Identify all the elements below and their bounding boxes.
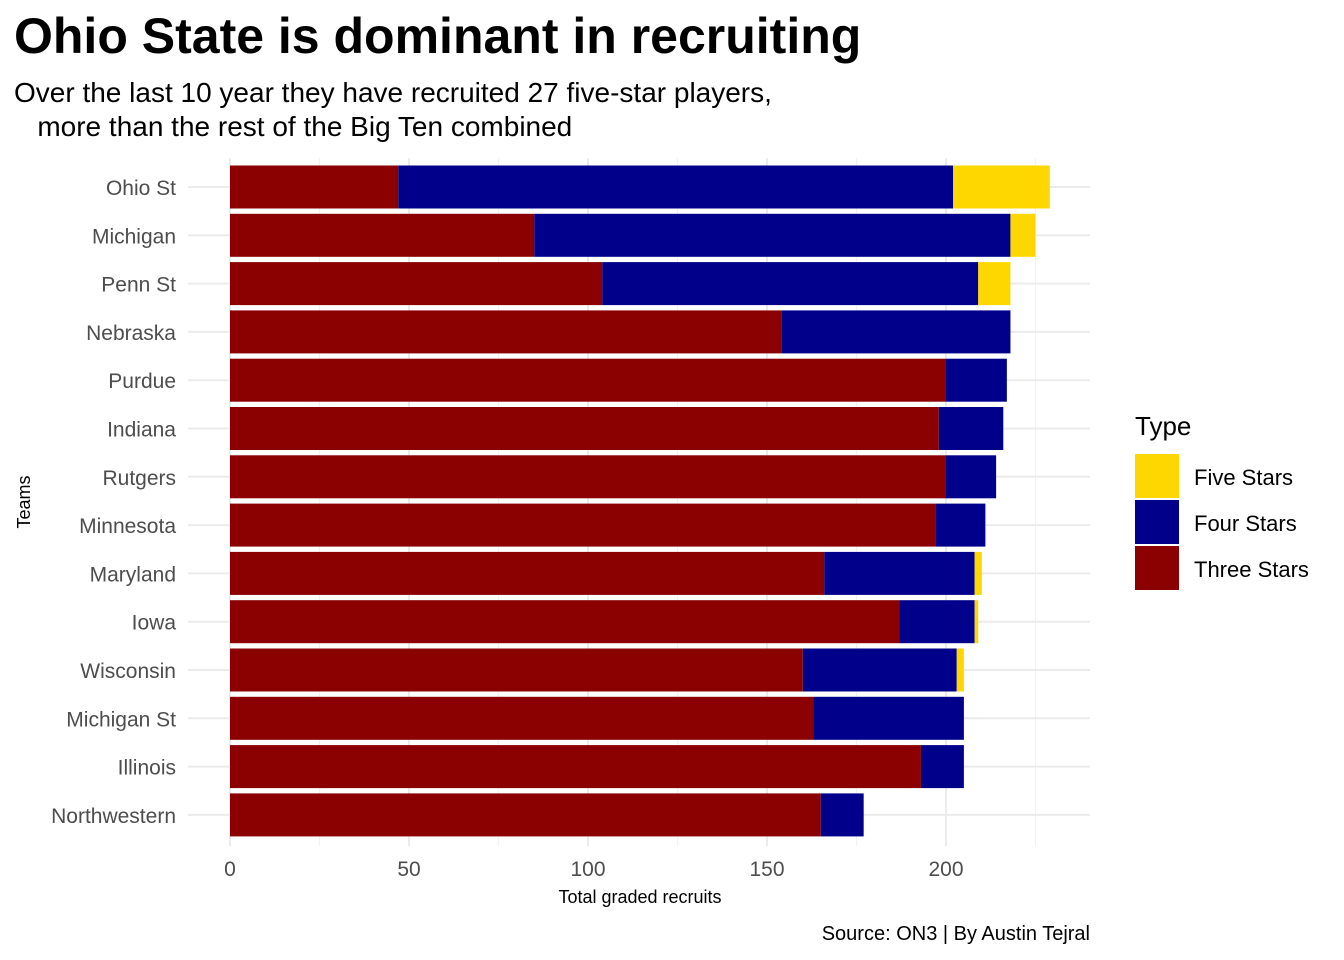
chart-caption: Source: ON3 | By Austin Tejral (822, 923, 1090, 945)
bar-three-stars (230, 793, 821, 837)
y-tick-labels: Ohio St Michigan Penn St Nebraska Purdue Indi… (51, 177, 176, 828)
bar-three-stars (230, 358, 946, 402)
bar-four-stars (602, 262, 979, 306)
bar-four-stars (781, 310, 1011, 354)
x-tick-label: 150 (749, 858, 784, 881)
x-tick-label: 0 (224, 858, 236, 881)
y-tick-label: Iowa (132, 612, 177, 635)
x-tick-labels: 0 50 100 150 200 (224, 858, 963, 881)
bar-three-stars (230, 648, 803, 692)
y-tick-label: Wisconsin (80, 660, 176, 683)
legend-items: Five Stars Four Stars Three Stars (1135, 454, 1309, 590)
bar-five-stars (974, 600, 979, 644)
y-tick-label: Purdue (108, 370, 176, 393)
grid-layer (188, 158, 1090, 846)
bar-three-stars (230, 213, 535, 257)
y-axis-title: Teams (14, 475, 34, 528)
bar-four-stars (813, 696, 964, 740)
bar-four-stars (820, 793, 864, 837)
bar-four-stars (946, 358, 1007, 402)
legend-key-three-stars (1135, 546, 1179, 590)
bar-four-stars (398, 165, 954, 209)
bar-four-stars (899, 600, 975, 644)
x-tick-label: 100 (570, 858, 605, 881)
bar-three-stars (230, 310, 782, 354)
bars-layer (230, 165, 1050, 837)
bar-three-stars (230, 696, 814, 740)
y-tick-label: Northwestern (51, 805, 176, 828)
bar-four-stars (920, 745, 964, 789)
y-tick-label: Illinois (118, 757, 176, 780)
bar-five-stars (956, 648, 964, 692)
bar-four-stars (935, 503, 986, 547)
y-tick-label: Minnesota (79, 515, 176, 538)
bar-three-stars (230, 165, 399, 209)
bar-five-stars (953, 165, 1050, 209)
y-tick-label: Michigan St (66, 708, 176, 731)
bar-four-stars (534, 213, 1011, 257)
bar-five-stars (974, 551, 982, 595)
bar-three-stars (230, 600, 900, 644)
bar-three-stars (230, 745, 921, 789)
bar-five-stars (1010, 213, 1036, 257)
bar-four-stars (938, 407, 1004, 450)
bar-three-stars (230, 455, 946, 499)
y-tick-label: Ohio St (106, 177, 176, 200)
bar-four-stars (802, 648, 957, 692)
y-tick-label: Nebraska (86, 322, 176, 345)
bar-three-stars (230, 503, 936, 547)
legend-key-five-stars (1135, 454, 1179, 498)
bar-three-stars (230, 551, 825, 595)
legend-label: Three Stars (1194, 557, 1309, 582)
legend-key-four-stars (1135, 500, 1179, 544)
chart-subtitle: Over the last 10 year they have recruite… (14, 77, 772, 142)
y-tick-label: Penn St (101, 274, 176, 297)
x-tick-label: 200 (928, 858, 963, 881)
legend-label: Five Stars (1194, 465, 1293, 490)
legend: Type Five Stars Four Stars Three Stars (1135, 411, 1309, 590)
bar-four-stars (946, 455, 997, 499)
y-tick-label: Indiana (107, 419, 176, 442)
bar-four-stars (824, 551, 975, 595)
legend-title: Type (1135, 411, 1191, 441)
y-tick-label: Rutgers (102, 467, 176, 490)
bar-three-stars (230, 407, 939, 450)
y-tick-label: Maryland (90, 563, 176, 586)
chart-title: Ohio State is dominant in recruiting (14, 8, 862, 64)
x-axis-title: Total graded recruits (558, 887, 721, 907)
bar-five-stars (978, 262, 1011, 306)
legend-label: Four Stars (1194, 511, 1297, 536)
y-tick-label: Michigan (92, 225, 176, 248)
bar-three-stars (230, 262, 603, 306)
x-tick-label: 50 (397, 858, 420, 881)
